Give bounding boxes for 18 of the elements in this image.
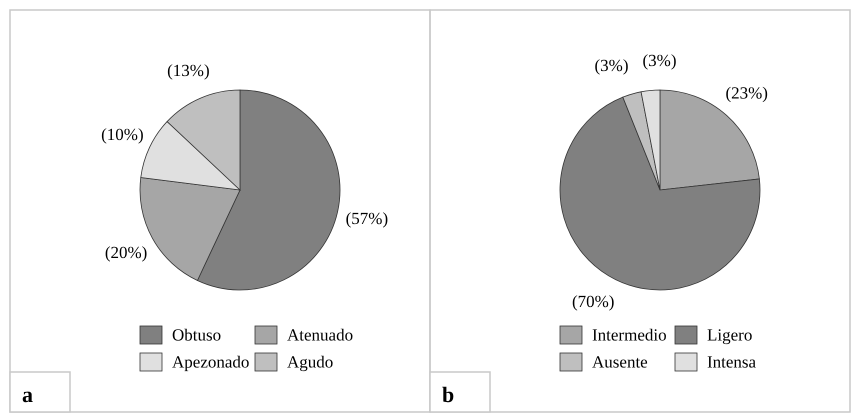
- data-label: (23%): [725, 84, 768, 103]
- legend-label: Agudo: [287, 352, 334, 372]
- data-label: (3%): [594, 56, 628, 75]
- panel-letter-box: b: [429, 371, 491, 413]
- legend-label: Intensa: [707, 352, 757, 372]
- legend-label: Obtuso: [172, 326, 222, 344]
- data-label: (57%): [346, 208, 388, 228]
- data-label: (10%): [101, 125, 144, 144]
- panel-letter-box: a: [9, 371, 71, 413]
- data-label: (13%): [167, 61, 210, 80]
- legend-label: Apezonado: [172, 352, 250, 372]
- legend-label: Ausente: [592, 352, 648, 372]
- legend-label: Ligero: [707, 326, 752, 344]
- legend-label: Intermedio: [592, 326, 667, 344]
- data-label: (3%): [642, 51, 676, 70]
- data-label: (70%): [572, 292, 614, 312]
- legend-label: Atenuado: [287, 326, 354, 344]
- data-label: (20%): [104, 243, 148, 262]
